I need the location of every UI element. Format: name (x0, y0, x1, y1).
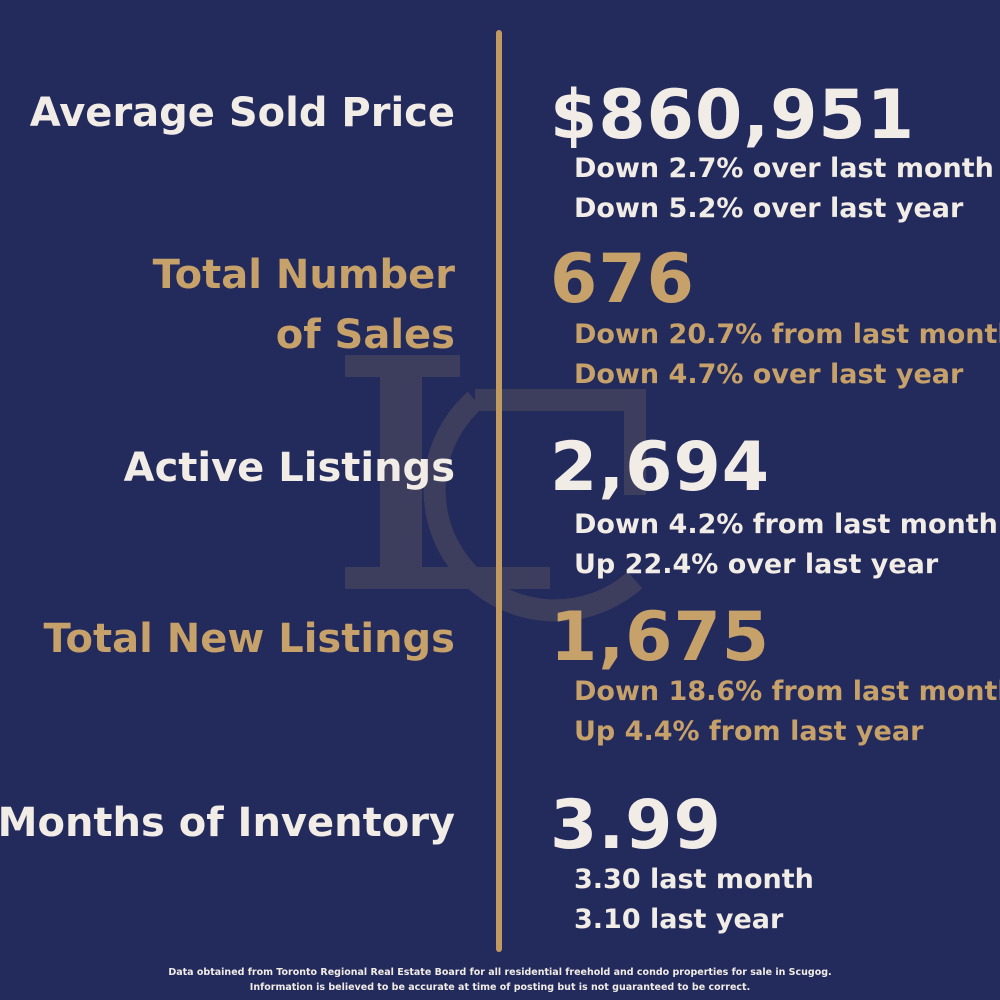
months-of-inventory-last-year: 3.10 last year (574, 904, 784, 935)
new-listings-label: Total New Listings (43, 616, 455, 662)
lc-monogram-watermark-icon (345, 355, 646, 622)
months-of-inventory-last-month: 3.30 last month (574, 864, 814, 895)
average-sold-price-label: Average Sold Price (29, 90, 455, 136)
new-listings-year-change: Up 4.4% from last year (574, 716, 924, 747)
average-sold-price-year-change: Down 5.2% over last year (574, 193, 964, 224)
total-sales-label-line2: of Sales (275, 312, 455, 358)
months-of-inventory-value: 3.99 (550, 786, 722, 865)
center-divider (496, 30, 502, 952)
total-sales-month-change: Down 20.7% from last month (574, 319, 1000, 350)
disclaimer-footnote: Information is believed to be accurate a… (249, 982, 751, 993)
months-of-inventory-label: Months of Inventory (0, 800, 455, 846)
active-listings-month-change: Down 4.2% from last month (574, 509, 998, 540)
active-listings-year-change: Up 22.4% over last year (574, 549, 939, 580)
average-sold-price-value: $860,951 (550, 76, 916, 155)
total-sales-year-change: Down 4.7% over last year (574, 359, 964, 390)
new-listings-value: 1,675 (550, 598, 771, 677)
total-sales-label-line1: Total Number (152, 252, 455, 298)
active-listings-label: Active Listings (123, 445, 455, 491)
total-sales-value: 676 (550, 240, 695, 319)
average-sold-price-month-change: Down 2.7% over last month (574, 153, 994, 184)
data-source-footnote: Data obtained from Toronto Regional Real… (168, 967, 832, 978)
new-listings-month-change: Down 18.6% from last month (574, 676, 1000, 707)
active-listings-value: 2,694 (550, 428, 771, 507)
